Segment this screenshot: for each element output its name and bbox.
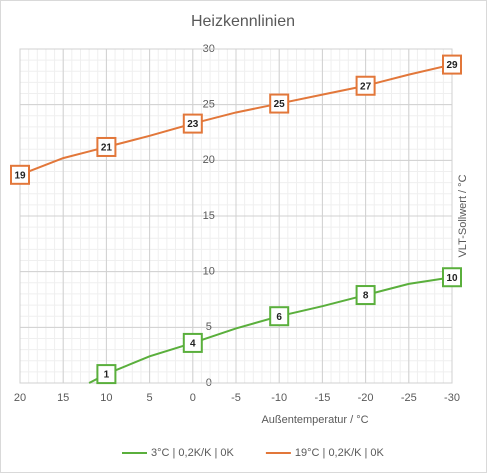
data-label: 10 — [446, 273, 458, 284]
x-tick-label: -20 — [358, 392, 374, 404]
x-tick-label: 20 — [14, 392, 26, 404]
data-label: 1 — [104, 370, 110, 381]
legend-label: 3°C | 0,2K/K | 0K — [151, 447, 235, 459]
data-label: 23 — [187, 119, 199, 130]
x-axis-label: Außentemperatur / °C — [261, 414, 368, 426]
point-marker — [355, 75, 376, 96]
point-marker — [269, 93, 290, 114]
point-marker — [182, 332, 203, 353]
series-line — [88, 276, 453, 384]
y-axis-label: VLT-Sollwert / °C — [457, 174, 469, 257]
x-tick-label: -10 — [271, 392, 287, 404]
data-label: 4 — [190, 339, 196, 350]
point-marker — [355, 285, 376, 306]
data-label: 29 — [446, 60, 458, 71]
point-marker — [182, 113, 203, 134]
x-tick-label: 5 — [147, 392, 153, 404]
chart-title: Heizkennlinien — [191, 13, 295, 30]
x-tick-label: -15 — [314, 392, 330, 404]
x-tick-label: 10 — [100, 392, 112, 404]
x-tick-label: -30 — [444, 392, 460, 404]
y-tick-label: 15 — [203, 210, 215, 222]
y-tick-label: 10 — [203, 266, 215, 278]
y-tick-label: 25 — [203, 99, 215, 111]
point-marker — [96, 136, 117, 157]
data-label: 6 — [276, 312, 282, 323]
point-marker — [269, 306, 290, 327]
plot-border — [19, 48, 453, 384]
data-label: 27 — [360, 81, 372, 92]
point-marker — [442, 267, 462, 288]
x-tick-label: -25 — [401, 392, 417, 404]
data-label: 19 — [14, 170, 26, 181]
data-label: 25 — [274, 99, 286, 110]
data-label: 21 — [101, 143, 113, 154]
point-marker — [10, 164, 30, 185]
y-tick-label: 5 — [206, 321, 212, 333]
legend-label: 19°C | 0,2K/K | 0K — [295, 447, 385, 459]
x-tick-label: 15 — [57, 392, 69, 404]
x-tick-label: 0 — [190, 392, 196, 404]
y-tick-label: 20 — [203, 154, 215, 166]
x-tick-label: -5 — [231, 392, 241, 404]
data-label: 8 — [363, 291, 369, 302]
point-marker — [96, 364, 117, 385]
point-marker — [442, 54, 462, 75]
